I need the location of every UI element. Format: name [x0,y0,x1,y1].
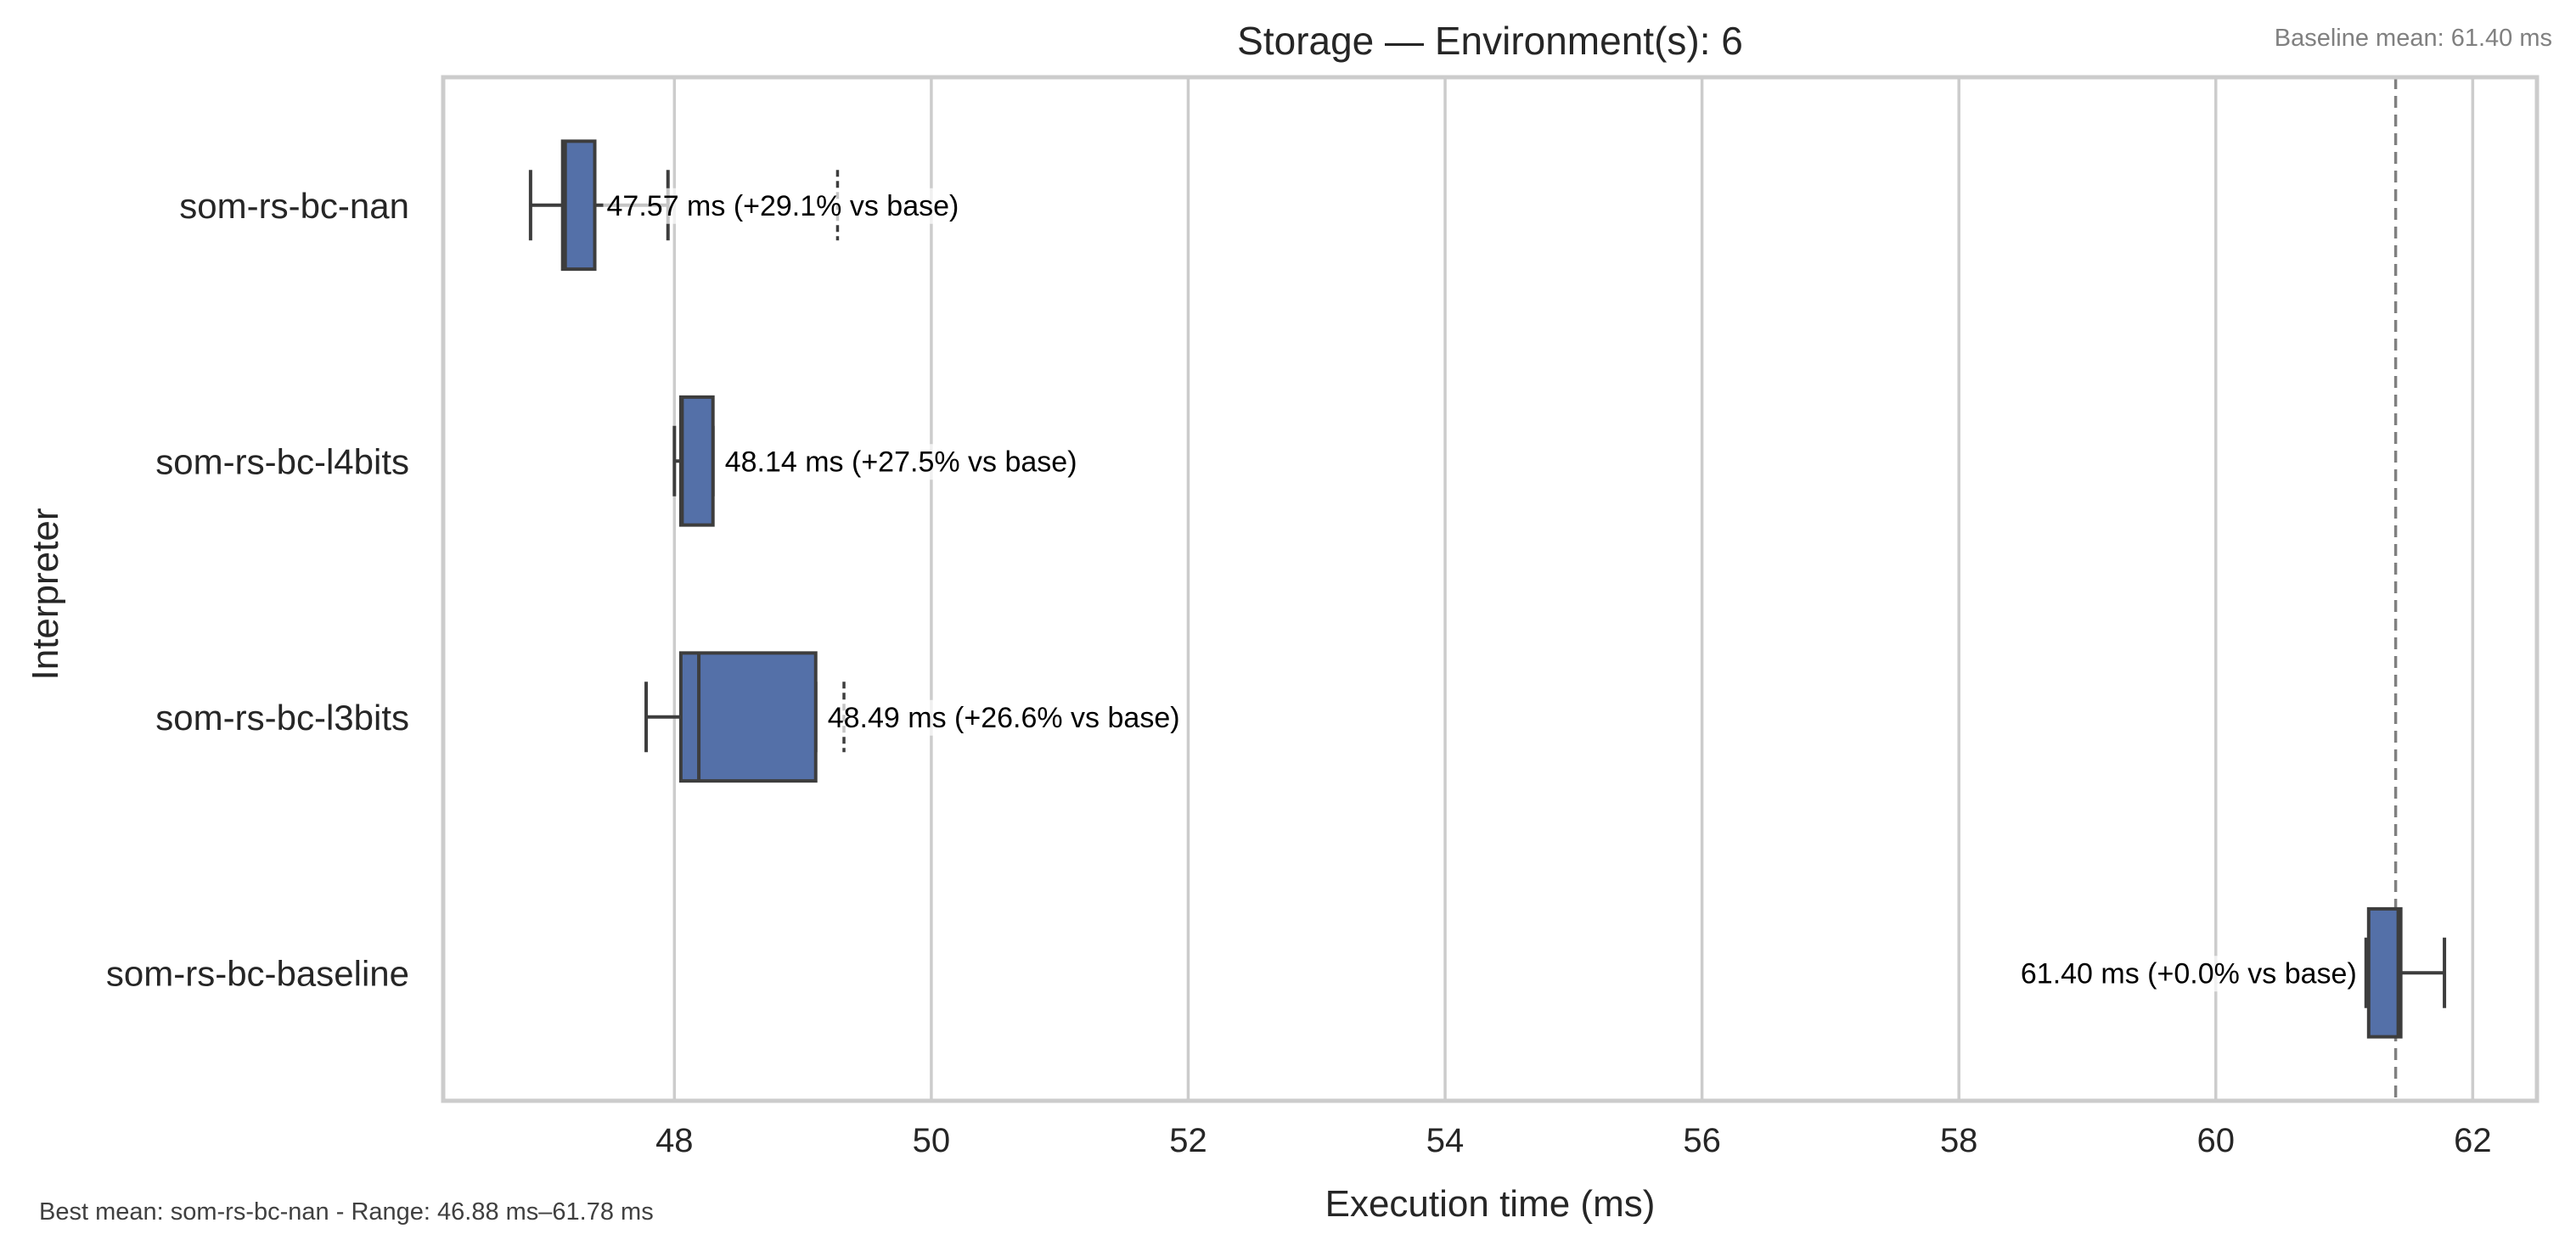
x-tick-label: 58 [1940,1122,1978,1159]
annotation-background [824,699,1184,736]
mean-annotation: 61.40 ms (+0.0% vs base) [2021,957,2357,990]
y-axis-categories: som-rs-bc-nan som-rs-bc-l4bits som-rs-bc-l… [106,186,409,994]
box-som-rs-bc-l3bits [644,651,846,783]
x-axis-label: Execution time (ms) [1325,1183,1656,1225]
x-tick-label: 56 [1683,1122,1721,1159]
mean-annotation: 47.57 ms (+29.1% vs base) [607,190,959,222]
baseline-note: Baseline mean: 61.40 ms [2275,25,2552,52]
footer-note: Best mean: som-rs-bc-nan - Range: 46.88 … [39,1198,654,1226]
category-label: som-rs-bc-l4bits [155,441,409,481]
x-tick-label: 60 [2197,1122,2236,1159]
annotation-background [603,188,963,224]
mean-annotations: 47.57 ms (+29.1% vs base) 48.14 ms (+27.5… [603,188,2360,992]
annotation-background [2016,956,2360,992]
x-tick-label: 50 [913,1122,951,1159]
x-axis-ticks: 48 50 52 54 56 58 60 62 [655,1122,2492,1159]
x-tick-label: 62 [2454,1122,2492,1159]
iqr-box [2366,906,2403,1039]
x-tick-label: 48 [655,1122,694,1159]
iqr-box [560,139,597,272]
box-som-rs-bc-l4bits [672,395,715,527]
y-axis-label: Interpreter [25,508,66,681]
category-label: som-rs-bc-l3bits [155,698,409,738]
plot-frame [441,75,2539,1103]
iqr-box [678,651,818,783]
boxes [528,139,2447,1039]
mean-annotation: 48.14 ms (+27.5% vs base) [725,446,1077,478]
box-som-rs-bc-baseline [2364,906,2447,1039]
mean-annotation: 48.49 ms (+26.6% vs base) [828,702,1180,734]
annotation-background [721,444,1081,480]
x-tick-label: 54 [1426,1122,1465,1159]
x-tick-label: 52 [1169,1122,1207,1159]
chart-title: Storage — Environment(s): 6 [1237,19,1743,63]
grid-lines [672,77,2475,1101]
category-label: som-rs-bc-baseline [106,953,409,993]
category-label: som-rs-bc-nan [179,186,409,226]
iqr-box [678,395,715,527]
